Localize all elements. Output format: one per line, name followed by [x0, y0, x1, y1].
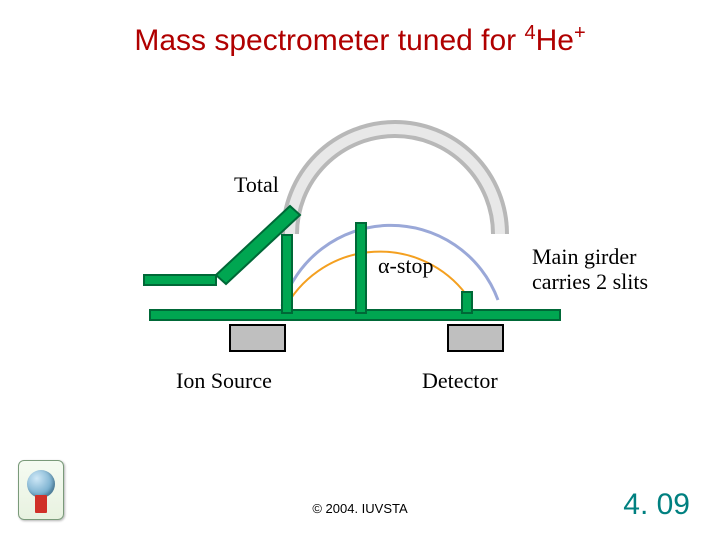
globe-icon: [27, 470, 55, 498]
label-alpha-stop: α-stop: [378, 253, 434, 279]
iuvsta-logo: [18, 460, 64, 520]
copyright-text: © 2004. IUVSTA: [0, 501, 720, 516]
label-ion-source: Ion Source: [176, 368, 272, 394]
label-detector: Detector: [422, 368, 498, 394]
main-girder-line1: Main girder: [532, 244, 636, 269]
label-total: Total: [234, 172, 279, 198]
label-main-girder: Main girder carries 2 slits: [532, 244, 648, 295]
chip-icon: [35, 495, 47, 513]
main-girder-line2: carries 2 slits: [532, 269, 648, 294]
slide-number: 4. 09: [623, 488, 690, 522]
